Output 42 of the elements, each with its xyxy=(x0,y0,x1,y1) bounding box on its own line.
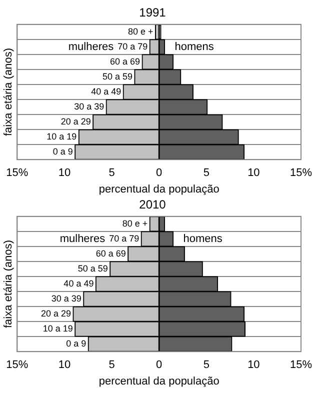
x-axis-title: percentual da população xyxy=(98,183,220,196)
y-tick-label: 30 a 39 xyxy=(74,102,104,112)
chart-title: 1991 xyxy=(139,6,166,20)
series-label: homens xyxy=(183,232,223,245)
y-tick-label: 30 a 39 xyxy=(51,294,82,304)
x-tick-label: 15% xyxy=(6,167,28,180)
y-tick-label: 70 a 79 xyxy=(109,233,140,244)
x-tick-label: 5 xyxy=(108,359,115,372)
x-tick-label: 5 xyxy=(203,167,210,180)
y-tick-label: 0 a 9 xyxy=(52,146,73,157)
y-tick-label: 0 a 9 xyxy=(66,338,86,349)
y-tick-label: 60 a 69 xyxy=(110,56,140,66)
chart-title: 2010 xyxy=(139,198,166,212)
x-tick-label: 10 xyxy=(248,167,260,180)
x-axis-title: percentual da população xyxy=(98,375,220,388)
y-tick-label: 70 a 79 xyxy=(118,41,148,52)
x-tick-label: 10 xyxy=(248,359,260,372)
y-axis-title: faixa etária (anos) xyxy=(2,48,15,136)
x-tick-label: 10 xyxy=(58,167,71,180)
series-label: mulheres xyxy=(60,232,106,245)
y-tick-label: 20 a 29 xyxy=(60,116,91,127)
x-tick-label: 15% xyxy=(6,359,28,372)
y-tick-label: 10 a 19 xyxy=(46,132,77,142)
y-tick-label: 40 a 49 xyxy=(64,278,94,288)
y-axis-title: faixa etária (anos) xyxy=(2,240,15,328)
x-tick-label: 10 xyxy=(58,359,71,372)
x-tick-label: 15% xyxy=(290,359,312,372)
series-label: homens xyxy=(174,40,214,53)
y-tick-label: 60 a 69 xyxy=(96,248,126,258)
text: mulheres xyxy=(68,40,114,53)
y-tick-label: 10 a 19 xyxy=(42,324,73,334)
y-tick-label: 80 e + xyxy=(128,26,154,36)
x-tick-label: 0 xyxy=(156,359,162,372)
y-tick-label: 50 a 59 xyxy=(78,263,108,274)
y-tick-label: 20 a 29 xyxy=(40,308,72,319)
x-tick-label: 5 xyxy=(108,167,115,180)
y-tick-label: 40 a 49 xyxy=(91,86,122,96)
y-tick-label: 50 a 59 xyxy=(102,71,132,82)
x-tick-label: 0 xyxy=(156,167,162,180)
y-tick-label: 80 e + xyxy=(122,218,148,228)
x-tick-label: 5 xyxy=(203,359,210,372)
x-tick-label: 15% xyxy=(290,167,312,180)
